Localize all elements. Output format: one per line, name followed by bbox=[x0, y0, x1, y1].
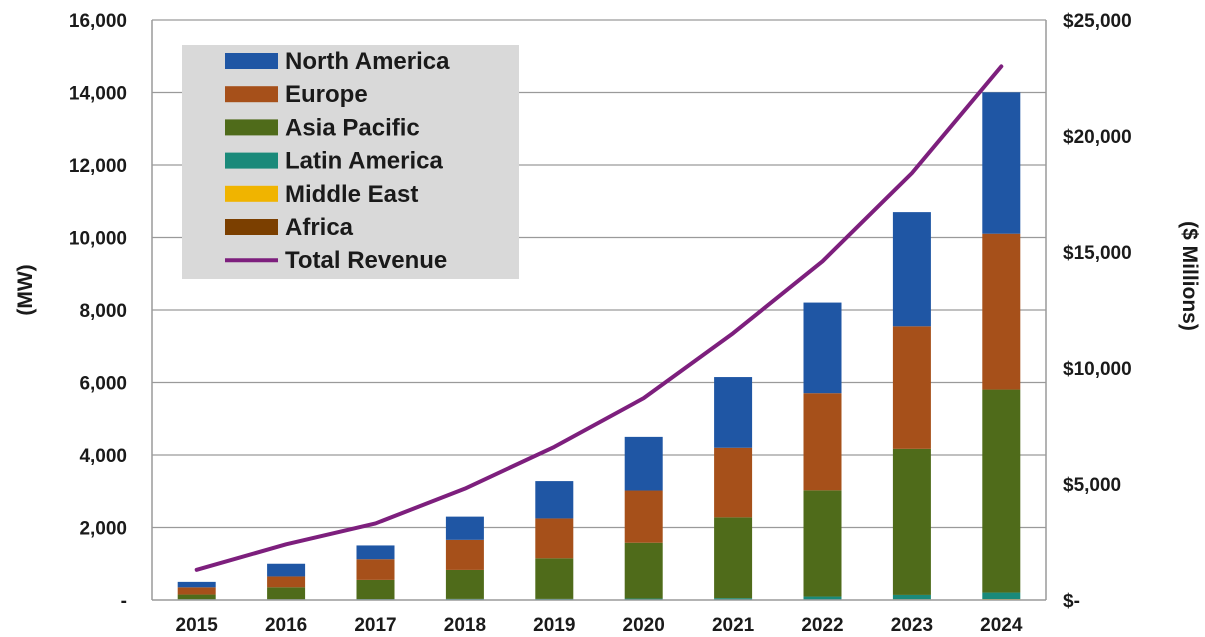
bar-segment-asia-pacific bbox=[982, 389, 1021, 593]
bar-segment-asia-pacific bbox=[624, 542, 663, 599]
bar-segment-north-america bbox=[445, 516, 484, 540]
y2-tick-label: $10,000 bbox=[1063, 359, 1132, 380]
x-tick-label: 2019 bbox=[533, 615, 575, 636]
legend-label: Latin America bbox=[285, 148, 443, 175]
bar-segment-asia-pacific bbox=[177, 594, 216, 600]
legend-label: Total Revenue bbox=[285, 247, 447, 274]
legend-swatch bbox=[225, 152, 278, 169]
bar-segment-asia-pacific bbox=[267, 587, 306, 600]
bar-segment-asia-pacific bbox=[445, 569, 484, 599]
x-tick-label: 2022 bbox=[801, 615, 843, 636]
bar-segment-asia-pacific bbox=[535, 558, 574, 599]
y2-tick-label: $- bbox=[1063, 591, 1080, 612]
x-tick-label: 2017 bbox=[354, 615, 396, 636]
y-tick-label: 14,000 bbox=[69, 84, 127, 105]
bar-segment-north-america bbox=[624, 436, 663, 491]
legend-label: Africa bbox=[285, 214, 354, 241]
x-tick-label: 2016 bbox=[265, 615, 307, 636]
bar-segment-latin-america bbox=[624, 598, 663, 600]
bar-segment-north-america bbox=[356, 545, 395, 560]
bar-segment-latin-america bbox=[714, 598, 753, 600]
legend-label: Asia Pacific bbox=[285, 114, 420, 141]
bar-segment-asia-pacific bbox=[803, 490, 842, 597]
y-tick-label: 6,000 bbox=[79, 374, 127, 395]
bar-segment-latin-america bbox=[803, 596, 842, 600]
legend-swatch bbox=[225, 53, 278, 69]
x-tick-label: 2020 bbox=[623, 615, 665, 636]
bar-segment-north-america bbox=[714, 377, 753, 448]
bar-segment-europe bbox=[356, 559, 395, 580]
bar-segment-north-america bbox=[892, 212, 931, 327]
bar-segment-europe bbox=[982, 233, 1021, 390]
bar-segment-europe bbox=[445, 539, 484, 570]
bar-segment-europe bbox=[892, 326, 931, 449]
y-tick-label: 4,000 bbox=[79, 446, 127, 467]
x-tick-label: 2018 bbox=[444, 615, 486, 636]
x-tick-label: 2021 bbox=[712, 615, 755, 636]
bar-segment-north-america bbox=[267, 563, 306, 577]
legend-label: Middle East bbox=[285, 181, 418, 208]
y2-tick-label: $20,000 bbox=[1063, 127, 1132, 148]
bar-segment-north-america bbox=[535, 481, 574, 519]
x-tick-label: 2015 bbox=[176, 615, 219, 636]
bar-segment-europe bbox=[177, 587, 216, 595]
y-axis-title: (MW) bbox=[14, 264, 37, 315]
legend-swatch bbox=[225, 86, 278, 103]
bar-segment-asia-pacific bbox=[892, 448, 931, 595]
y-tick-label: - bbox=[121, 591, 127, 612]
y-tick-label: 8,000 bbox=[79, 301, 127, 322]
revenue-line-series bbox=[194, 64, 1004, 572]
bar-segment-north-america bbox=[803, 302, 842, 394]
legend-swatch bbox=[225, 219, 278, 235]
x-tick-label: 2024 bbox=[980, 615, 1023, 636]
bar-segment-asia-pacific bbox=[714, 517, 753, 599]
y2-axis-title: ($ Millions) bbox=[1178, 221, 1201, 331]
bar-segment-europe bbox=[267, 576, 306, 588]
bar-segment-europe bbox=[803, 393, 842, 491]
y2-tick-label: $25,000 bbox=[1063, 11, 1132, 32]
revenue-line bbox=[194, 64, 1004, 572]
axes bbox=[151, 20, 1047, 601]
y-tick-label: 10,000 bbox=[69, 229, 127, 250]
legend-label: North America bbox=[285, 48, 450, 75]
bar-segment-north-america bbox=[982, 92, 1021, 234]
bar-segment-europe bbox=[535, 518, 574, 559]
bar-segment-asia-pacific bbox=[356, 579, 395, 600]
legend-label: Europe bbox=[285, 81, 368, 108]
bar-segment-north-america bbox=[177, 581, 216, 588]
bar-segment-europe bbox=[714, 447, 753, 518]
y2-tick-label: $15,000 bbox=[1063, 243, 1132, 264]
bar-segment-latin-america bbox=[982, 592, 1021, 600]
bar-segment-europe bbox=[624, 490, 663, 543]
legend-swatch bbox=[225, 185, 278, 202]
legend: North America Europe Asia Pacific Latin Ame… bbox=[182, 45, 519, 279]
y2-tick-label: $5,000 bbox=[1063, 475, 1121, 496]
y-tick-label: 12,000 bbox=[69, 156, 127, 177]
y-tick-label: 2,000 bbox=[79, 519, 127, 540]
bar-series bbox=[177, 92, 1021, 600]
y-tick-label: 16,000 bbox=[69, 11, 127, 32]
tick-labels: - 2,000 4,000 6,000 8,000 10,000 12,000 14,000 1… bbox=[69, 11, 1132, 636]
legend-swatch bbox=[225, 119, 278, 136]
bar-segment-latin-america bbox=[892, 594, 931, 600]
x-tick-label: 2023 bbox=[891, 615, 933, 636]
